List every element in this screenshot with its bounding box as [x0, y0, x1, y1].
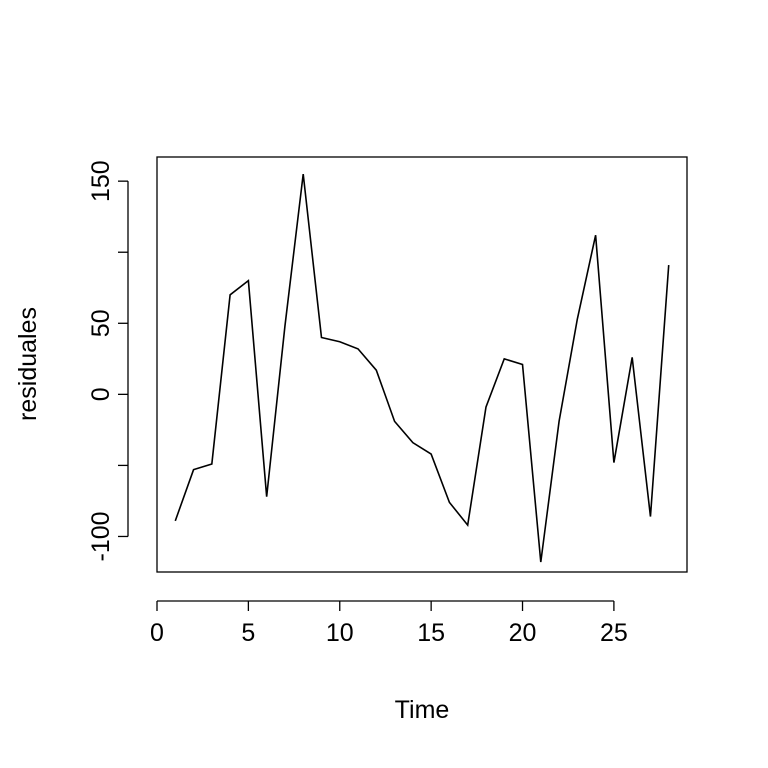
y-axis: -100 0 50 150: [87, 160, 129, 561]
y-tick-label: -100: [87, 511, 115, 561]
residuals-series-line: [174, 173, 670, 563]
x-tick-label: 0: [150, 619, 164, 647]
y-axis-title: residuales: [14, 307, 42, 421]
x-tick-label: 25: [600, 619, 628, 647]
x-axis: 0 5 10 15 20 25: [150, 600, 628, 647]
y-tick-label: 150: [87, 160, 115, 202]
plot-frame: [156, 156, 688, 573]
x-tick-label: 10: [326, 619, 354, 647]
x-tick-label: 15: [417, 619, 445, 647]
x-axis-title: Time: [395, 696, 450, 724]
y-tick-label: 0: [87, 387, 115, 401]
x-tick-label: 5: [241, 619, 255, 647]
y-tick-label: 50: [87, 309, 115, 337]
x-tick-label: 20: [509, 619, 537, 647]
